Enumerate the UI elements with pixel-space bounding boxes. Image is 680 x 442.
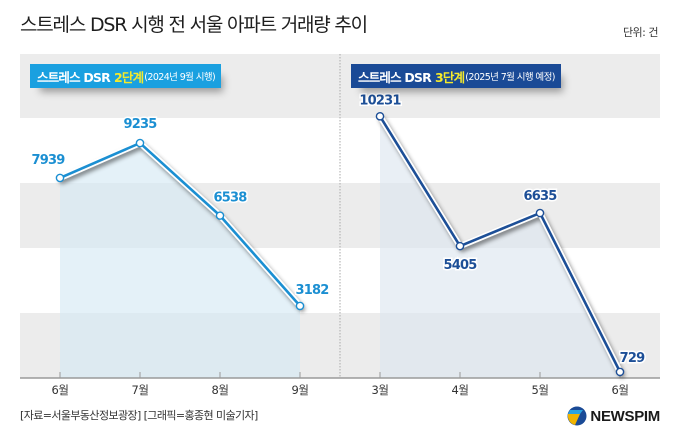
newspim-logo: NEWSPIM (567, 406, 660, 426)
badge-main-text: 스트레스 DSR (358, 69, 432, 85)
series-line-left (59, 141, 301, 307)
x-tick-label: 8월 (212, 383, 229, 397)
data-label: 7939 (32, 153, 66, 168)
x-tick-label: 5월 (532, 383, 549, 397)
badge-main-text: 스트레스 DSR (37, 69, 111, 85)
data-point (55, 173, 65, 183)
series-line-right (378, 115, 622, 373)
data-point (535, 208, 545, 218)
x-tick-label: 7월 (132, 383, 149, 397)
x-tick-label: 6월 (52, 383, 69, 397)
x-tick-label: 6월 (612, 383, 629, 397)
badge-stage-text: 3단계 (434, 69, 465, 85)
data-label: 3182 (296, 283, 329, 298)
badge-stage-text: 2단계 (113, 69, 144, 85)
logo-text: NEWSPIM (590, 407, 660, 425)
data-point (375, 111, 385, 121)
badge-sub-text: (2025년 7월 시행 예정) (465, 72, 555, 83)
badge-sub-text: (2024년 9월 시행) (144, 72, 216, 83)
stage2-badge: 스트레스 DSR 2단계 (2024년 9월 시행) (30, 64, 222, 88)
stage3-badge: 스트레스 DSR 3단계 (2025년 7월 시행 예정) (351, 64, 561, 88)
source-credit: [자료=서울부동산정보광장] [그래픽=홍종현 미술기자] (20, 409, 258, 422)
unit-label: 단위: 건 (622, 26, 659, 39)
x-tick-label: 9월 (292, 383, 309, 397)
chart-title: 스트레스 DSR 시행 전 서울 아파트 거래량 추이 (20, 14, 368, 36)
area-fill-right (380, 116, 620, 378)
data-point (215, 211, 225, 220)
data-point (455, 241, 465, 251)
data-label: 6538 (214, 191, 248, 206)
data-label: 729 (620, 351, 645, 366)
data-label: 9235 (124, 117, 158, 132)
data-point (295, 301, 305, 311)
x-tick-label: 4월 (452, 383, 469, 397)
data-point (615, 367, 625, 377)
newspim-logo-icon (567, 406, 587, 426)
area-fill-left (60, 143, 300, 378)
data-point (135, 138, 145, 148)
x-tick-label: 3월 (372, 383, 389, 397)
data-label: 10231 (359, 93, 401, 108)
data-label: 5405 (444, 258, 478, 273)
data-label: 6635 (524, 189, 558, 204)
